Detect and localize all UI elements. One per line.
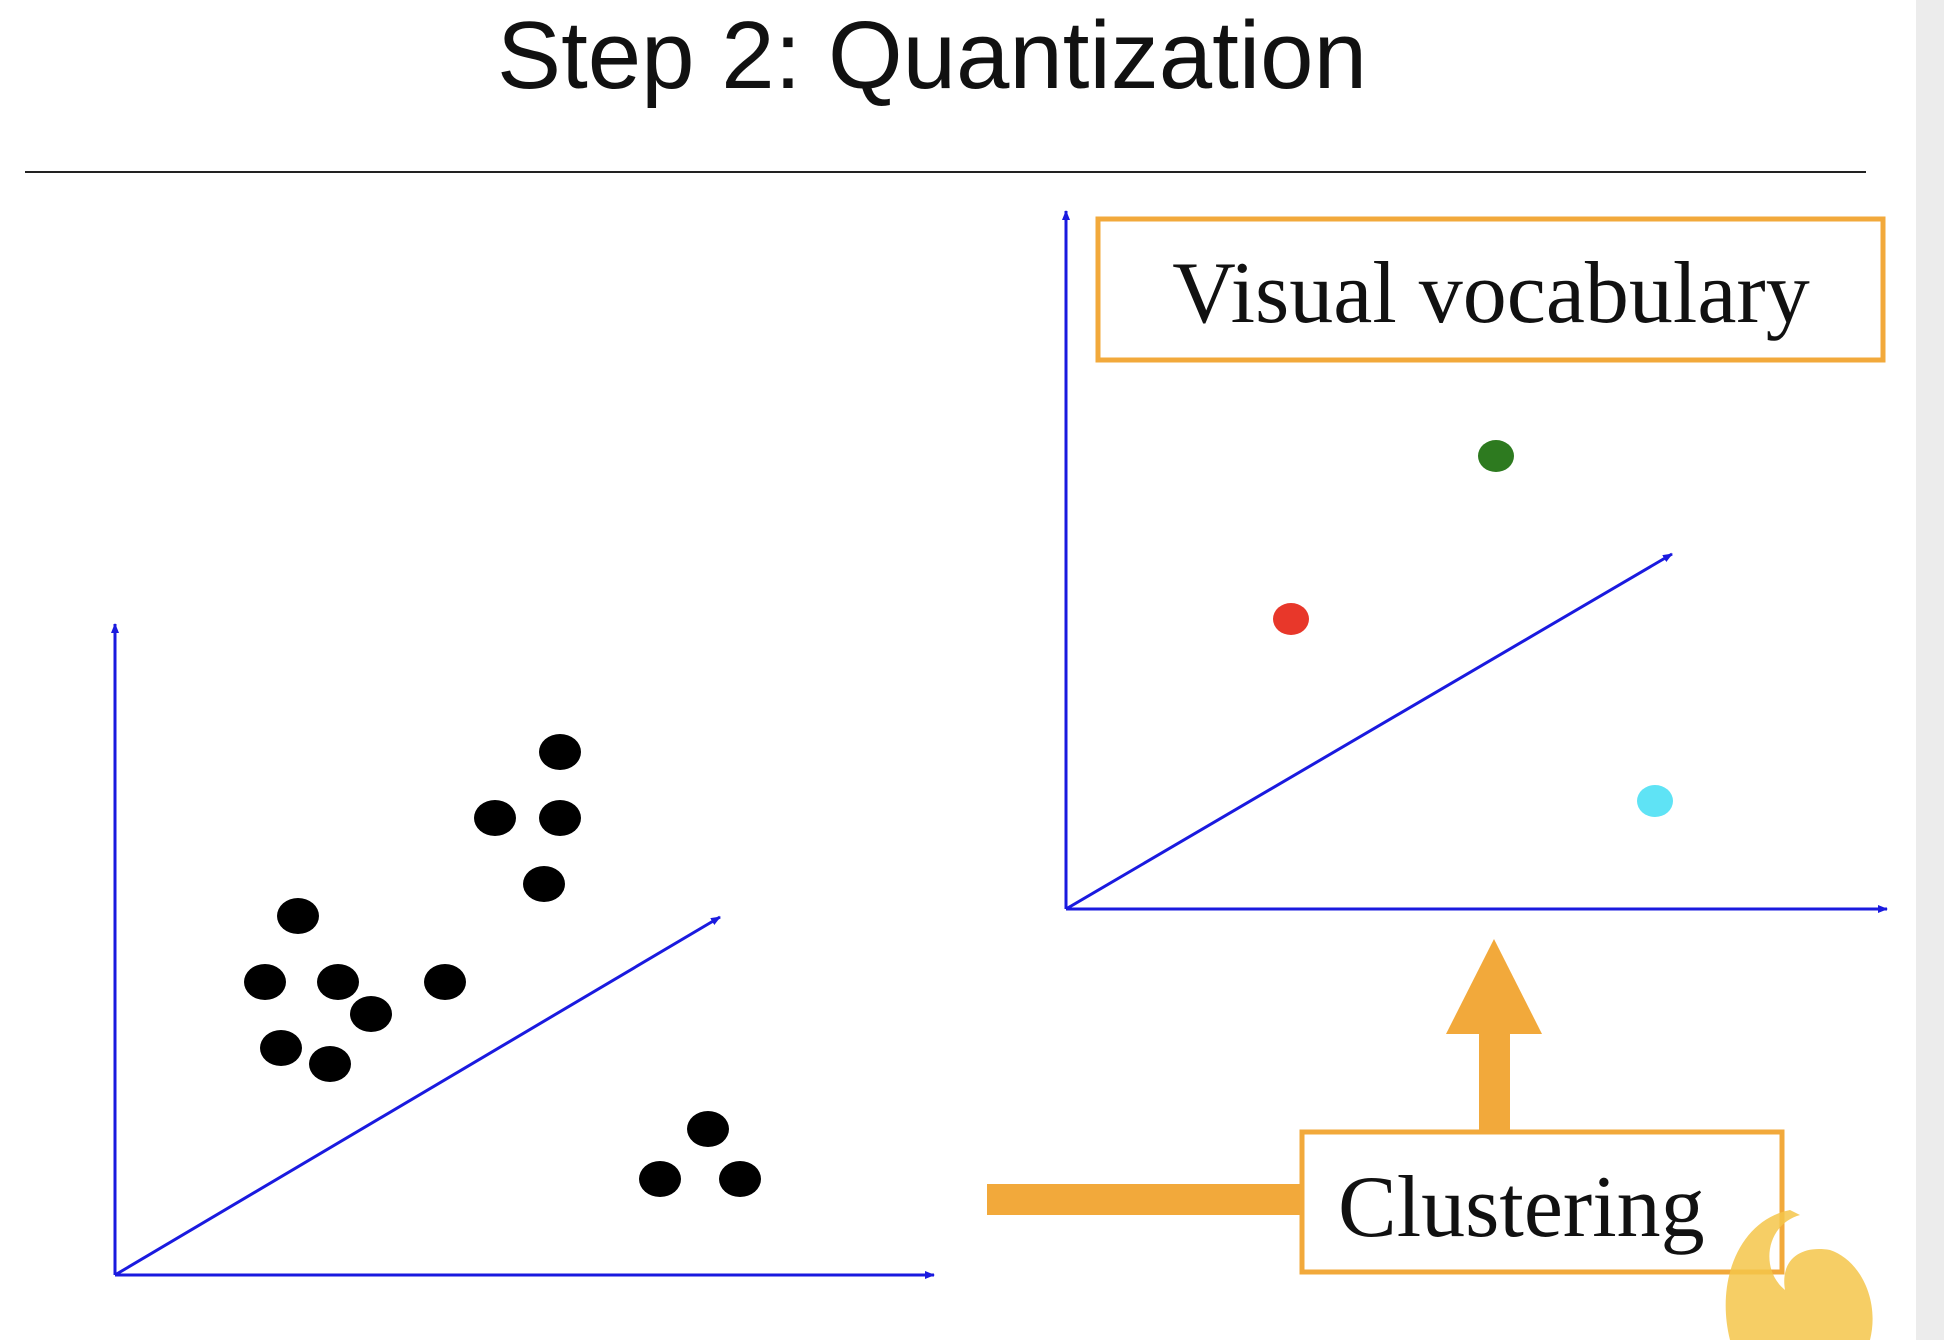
point	[317, 964, 359, 1000]
vocabulary-label: Visual vocabulary	[1172, 245, 1809, 342]
cluster-center	[1637, 785, 1673, 817]
cluster-center	[1273, 603, 1309, 635]
slide-title: Step 2: Quantization	[497, 2, 1367, 109]
point	[639, 1161, 681, 1197]
connector-bar	[987, 1184, 1303, 1215]
point	[309, 1046, 351, 1082]
point	[523, 866, 565, 902]
clustering-box	[1299, 1129, 1785, 1275]
point	[539, 734, 581, 770]
point	[474, 800, 516, 836]
point	[539, 800, 581, 836]
point	[719, 1161, 761, 1197]
cluster-center	[1478, 440, 1514, 472]
left-axes	[111, 623, 935, 1279]
point	[244, 964, 286, 1000]
vocabulary-box	[1095, 216, 1886, 363]
arrow-shaft	[1479, 1030, 1510, 1134]
point	[277, 898, 319, 934]
clustering-label: Clustering	[1338, 1159, 1705, 1256]
arrow-head	[1446, 939, 1542, 1034]
point	[424, 964, 466, 1000]
side-strip	[1916, 0, 1944, 1340]
logo	[1725, 1210, 1873, 1340]
right-axes	[1062, 210, 1888, 913]
point	[260, 1030, 302, 1066]
axis	[1065, 552, 1673, 911]
feature-points	[244, 734, 761, 1197]
point	[687, 1111, 729, 1147]
axis	[114, 915, 721, 1277]
point	[350, 996, 392, 1032]
